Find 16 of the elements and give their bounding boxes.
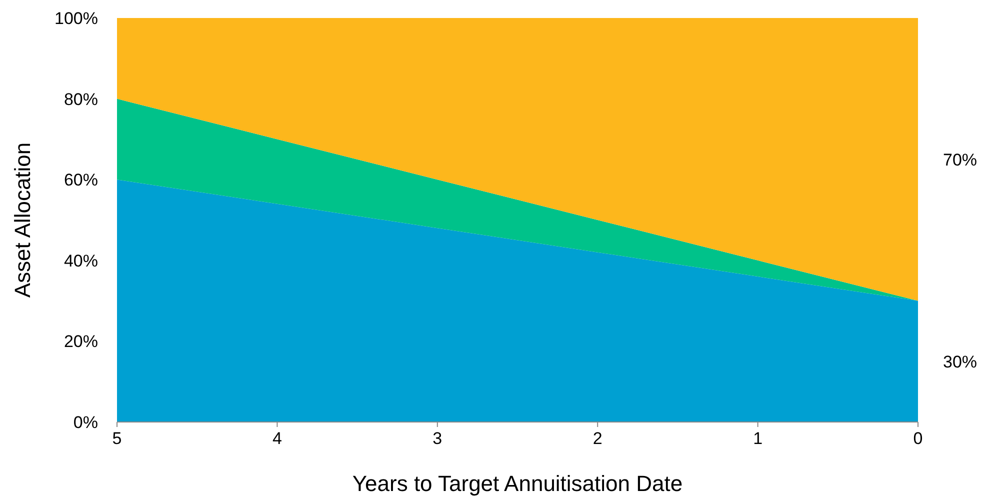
y-tick-label: 100%	[54, 9, 98, 28]
y-tick-label: 40%	[64, 251, 98, 270]
y-axis-title: Asset Allocation	[10, 142, 35, 298]
x-tick-label: 5	[112, 429, 122, 448]
y-tick-label: 20%	[64, 332, 98, 352]
x-tick-label: 0	[913, 429, 923, 448]
annotation: 30%	[942, 352, 978, 372]
x-tick-label: 1	[753, 429, 763, 448]
x-axis-title: Years to Target Annuitisation Date	[352, 471, 683, 496]
x-tick-label: 3	[432, 429, 442, 448]
y-tick-label: 0%	[73, 413, 98, 432]
annotation: 70%	[942, 150, 978, 170]
y-tick-label: 80%	[64, 90, 98, 109]
x-tick-label: 2	[592, 429, 602, 448]
x-tick-label: 4	[272, 429, 282, 448]
y-tick-label: 60%	[64, 170, 98, 190]
